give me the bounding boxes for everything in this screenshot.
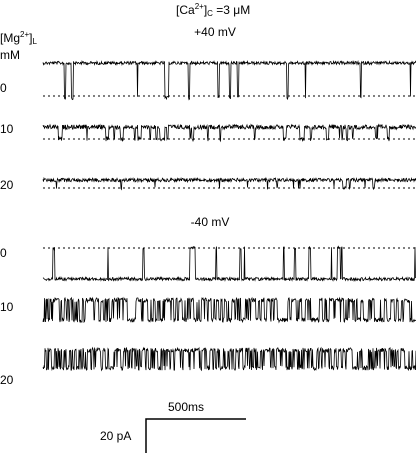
calcium-label: [Ca2+]C =3 μM <box>176 2 250 18</box>
current-trace <box>42 245 416 283</box>
current-trace <box>42 123 416 143</box>
panel-title: +40 mV <box>194 25 236 39</box>
traces <box>42 59 416 372</box>
row-label: 0 <box>0 246 7 260</box>
magnesium-unit: mM <box>0 48 20 62</box>
row-label: 10 <box>0 300 14 314</box>
magnesium-label: [Mg2+]L <box>0 30 37 46</box>
current-trace <box>42 176 416 191</box>
current-trace <box>42 296 416 324</box>
current-scale-label: 20 pA <box>100 429 131 443</box>
scale-bar <box>145 418 246 453</box>
row-label: 10 <box>0 122 14 136</box>
current-trace <box>42 59 416 101</box>
row-label: 0 <box>0 81 7 95</box>
row-label: 20 <box>0 178 14 192</box>
panel-title: -40 mV <box>191 215 230 229</box>
current-trace <box>42 346 416 372</box>
time-scale-label: 500ms <box>168 400 204 414</box>
row-label: 20 <box>0 373 14 387</box>
